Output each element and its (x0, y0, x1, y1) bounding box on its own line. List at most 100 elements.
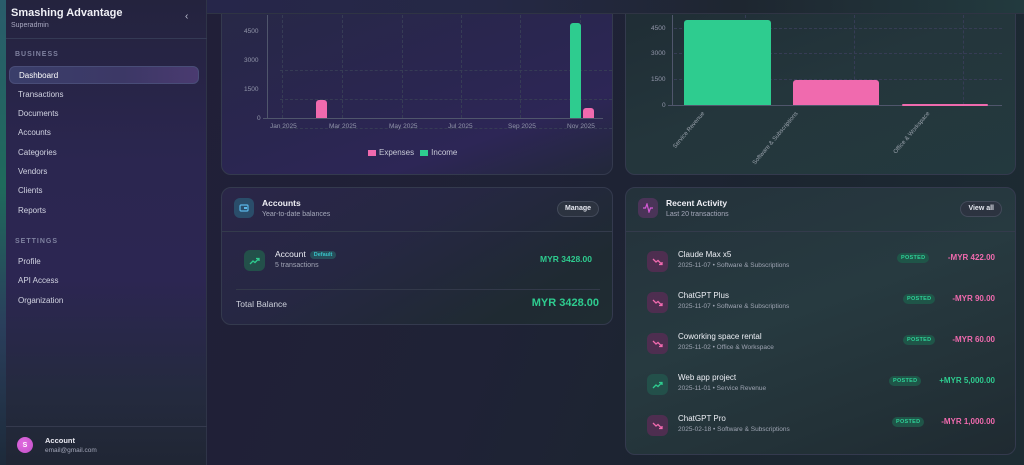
transaction-meta: 2025-11-07 • Software & Subscriptions (678, 303, 790, 310)
gridline (520, 15, 521, 118)
x-tick: Sep 2025 (508, 123, 536, 130)
transaction-row[interactable]: Claude Max x5 2025-11-07 • Software & Su… (647, 249, 997, 273)
gridline (461, 15, 462, 118)
y-tick: 1500 (651, 76, 666, 83)
activity-subtitle: Last 20 transactions (666, 211, 729, 218)
monthly-chart-card: 4500 3000 1500 0 Jan 2025 Mar 2025 May 2… (221, 0, 613, 175)
section-settings: SETTINGS (15, 238, 59, 245)
accounts-header: Accounts Year-to-date balances (234, 198, 330, 218)
y-tick: 4500 (651, 25, 666, 32)
bar-income-nov[interactable] (570, 23, 581, 118)
y-tick: 1500 (244, 86, 259, 93)
sidebar-item-vendors[interactable]: Vendors (18, 167, 48, 176)
transaction-meta: 2025-11-02 • Office & Workspace (678, 344, 774, 351)
transaction-meta: 2025-02-18 • Software & Subscriptions (678, 426, 790, 433)
bar-expenses-feb[interactable] (316, 100, 327, 118)
trending-down-icon (647, 292, 668, 313)
chevron-left-icon: ‹ (185, 11, 189, 22)
activity-header: Recent Activity Last 20 transactions (638, 198, 729, 218)
manage-accounts-button[interactable]: Manage (556, 201, 599, 217)
chart-legend: Expenses Income (368, 148, 457, 157)
sidebar-item-clients[interactable]: Clients (18, 186, 43, 195)
status-badge: POSTED (889, 376, 922, 386)
trending-down-icon (647, 333, 668, 354)
transaction-meta: 2025-11-01 • Service Revenue (678, 385, 767, 392)
transaction-meta: 2025-11-07 • Software & Subscriptions (678, 262, 790, 269)
sidebar-item-dashboard[interactable]: Dashboard (9, 66, 199, 84)
transaction-row[interactable]: ChatGPT Plus 2025-11-07 • Software & Sub… (647, 290, 997, 314)
account-email: email@gmail.com (45, 447, 97, 454)
x-tick: May 2025 (389, 123, 418, 130)
account-menu[interactable]: S Account email@gmail.com (17, 436, 97, 454)
sidebar-item-api-access[interactable]: API Access (18, 276, 59, 285)
x-tick: Service Revenue (672, 111, 707, 150)
gridline (963, 15, 964, 105)
view-all-button[interactable]: View all (960, 201, 1002, 217)
default-badge: Default (309, 250, 337, 259)
trending-up-icon (244, 250, 265, 271)
account-row[interactable]: Account Default 5 transactions MYR 3428.0… (244, 248, 594, 272)
gridline (674, 28, 1002, 29)
sidebar-item-profile[interactable]: Profile (18, 257, 41, 266)
gridline (402, 15, 403, 118)
divider (6, 426, 207, 427)
transaction-amount: -MYR 90.00 (952, 294, 995, 303)
x-tick: Jul 2025 (448, 123, 473, 130)
account-name: Account (275, 249, 306, 259)
gridline (674, 53, 1002, 54)
y-tick: 0 (257, 115, 261, 122)
sidebar-item-reports[interactable]: Reports (18, 206, 47, 215)
accounts-subtitle: Year-to-date balances (262, 211, 331, 218)
bar-service-revenue[interactable] (684, 20, 771, 105)
account-transaction-count: 5 transactions (275, 262, 319, 269)
trending-up-icon (647, 374, 668, 395)
sidebar-header: Smashing Advantage Superadmin (11, 7, 201, 29)
status-badge: POSTED (903, 294, 936, 304)
sidebar-item-documents[interactable]: Documents (18, 109, 59, 118)
section-business: BUSINESS (15, 51, 59, 58)
gridline (282, 15, 283, 118)
bar-expenses-nov[interactable] (583, 108, 594, 118)
status-badge: POSTED (897, 253, 930, 263)
legend-expenses[interactable]: Expenses (379, 148, 415, 157)
accounts-title: Accounts (262, 198, 301, 208)
main-content: 4500 3000 1500 0 Jan 2025 Mar 2025 May 2… (207, 0, 1024, 465)
org-name: Smashing Advantage (11, 7, 123, 19)
gridline (280, 128, 612, 129)
transaction-title: ChatGPT Pro (678, 414, 726, 423)
sidebar-item-transactions[interactable]: Transactions (18, 90, 64, 99)
divider (626, 231, 1015, 232)
collapse-sidebar-button[interactable]: ‹ (185, 11, 188, 22)
legend-swatch-income (420, 149, 429, 156)
bar-software-subscriptions[interactable] (793, 80, 879, 105)
sidebar-item-accounts[interactable]: Accounts (18, 128, 51, 137)
y-tick: 0 (662, 102, 666, 109)
transaction-title: Claude Max x5 (678, 250, 732, 259)
status-badge: POSTED (892, 417, 925, 427)
gridline (854, 15, 855, 105)
x-tick: Nov 2025 (567, 123, 595, 130)
transaction-title: ChatGPT Plus (678, 291, 729, 300)
legend-income[interactable]: Income (431, 148, 458, 157)
accounts-card: Accounts Year-to-date balances Manage Ac… (221, 187, 613, 325)
account-balance: MYR 3428.00 (540, 254, 592, 264)
transaction-row[interactable]: Web app project 2025-11-01 • Service Rev… (647, 372, 997, 396)
x-tick: Mar 2025 (329, 123, 357, 130)
divider (236, 289, 600, 290)
bar-office-workspace[interactable] (902, 104, 988, 106)
sidebar: Smashing Advantage Superadmin ‹ BUSINESS… (6, 0, 207, 465)
x-axis (263, 118, 603, 119)
transaction-amount: +MYR 5,000.00 (939, 376, 995, 385)
wallet-icon (234, 198, 254, 218)
transaction-title: Web app project (678, 373, 737, 382)
sidebar-item-organization[interactable]: Organization (18, 296, 64, 305)
sidebar-item-categories[interactable]: Categories (18, 148, 57, 157)
transaction-title: Coworking space rental (678, 332, 762, 341)
x-tick: Software & Subscriptions (751, 111, 800, 167)
y-tick: 3000 (244, 57, 259, 64)
gridline (280, 99, 612, 100)
legend-swatch-expenses (368, 149, 376, 156)
transaction-row[interactable]: ChatGPT Pro 2025-02-18 • Software & Subs… (647, 413, 997, 437)
y-axis (672, 15, 673, 106)
transaction-row[interactable]: Coworking space rental 2025-11-02 • Offi… (647, 331, 997, 355)
